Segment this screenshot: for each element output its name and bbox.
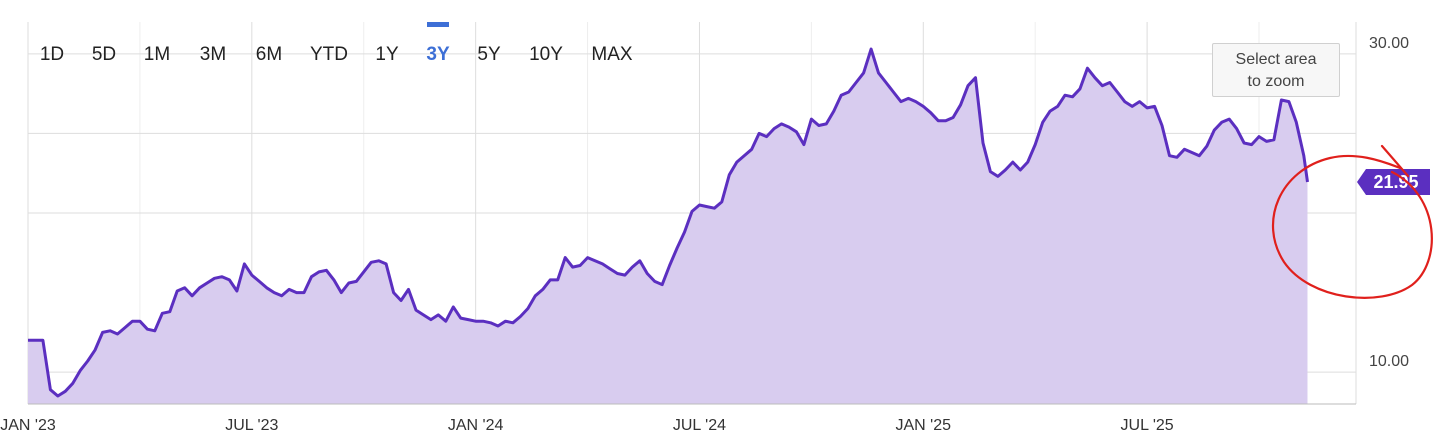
price-line xyxy=(28,47,1309,398)
price-area xyxy=(28,49,1308,404)
x-tick-label: JUL '25 xyxy=(1121,417,1174,434)
current-price-tag: 21.95 xyxy=(1357,168,1430,195)
price-tag-shape xyxy=(1357,168,1430,195)
range-button-label[interactable]: 3Y xyxy=(426,44,450,65)
x-axis-ticks: JAN '23 JUL '23 JAN '24 JUL '24 JAN '25 JUL '… xyxy=(0,417,1174,434)
annotation-circle xyxy=(1271,144,1433,299)
range-button-label[interactable]: 1M xyxy=(144,44,170,65)
x-tick-label: JAN '25 xyxy=(896,417,952,434)
x-tick-label: JAN '24 xyxy=(448,417,504,434)
range-button-1d[interactable]: 1D xyxy=(40,44,64,65)
range-button-label[interactable]: MAX xyxy=(591,44,633,65)
y-axis-ticks: 10.00 30.00 xyxy=(1369,35,1409,370)
range-button-ytd[interactable]: YTD xyxy=(310,44,348,65)
range-button-label[interactable]: 1D xyxy=(40,44,64,65)
range-button-1y[interactable]: 1Y xyxy=(375,44,399,65)
range-selector: 1D 5D 1M 3M 6M YTD 1Y 3Y 5Y 10Y MAX xyxy=(40,22,633,65)
current-price-label: 21.95 xyxy=(1373,172,1418,192)
range-button-6m[interactable]: 6M xyxy=(256,44,282,65)
zoom-hint-line2: to zoom xyxy=(1247,73,1305,90)
range-button-label[interactable]: 3M xyxy=(200,44,226,65)
range-button-label[interactable]: 6M xyxy=(256,44,282,65)
range-button-3m[interactable]: 3M xyxy=(200,44,226,65)
zoom-hint-box: Select area to zoom xyxy=(1212,43,1340,97)
y-tick-label: 30.00 xyxy=(1369,35,1409,52)
x-tick-label: JUL '24 xyxy=(673,417,726,434)
range-button-5d[interactable]: 5D xyxy=(92,44,116,65)
range-button-label[interactable]: 5D xyxy=(92,44,116,65)
range-button-10y[interactable]: 10Y xyxy=(529,44,563,65)
active-range-indicator xyxy=(427,22,449,27)
y-tick-label: 10.00 xyxy=(1369,353,1409,370)
x-tick-label: JAN '23 xyxy=(0,417,56,434)
range-button-3y[interactable]: 3Y xyxy=(426,22,450,65)
x-tick-label: JUL '23 xyxy=(225,417,278,434)
red-circle-annotation xyxy=(1271,144,1433,299)
range-button-max[interactable]: MAX xyxy=(591,44,633,65)
range-button-5y[interactable]: 5Y xyxy=(477,44,501,65)
range-button-label[interactable]: 1Y xyxy=(375,44,399,65)
range-button-1m[interactable]: 1M xyxy=(144,44,170,65)
range-button-label[interactable]: YTD xyxy=(310,44,348,65)
range-button-label[interactable]: 10Y xyxy=(529,44,563,65)
range-button-label[interactable]: 5Y xyxy=(477,44,501,65)
zoom-hint-line1: Select area xyxy=(1235,51,1317,68)
